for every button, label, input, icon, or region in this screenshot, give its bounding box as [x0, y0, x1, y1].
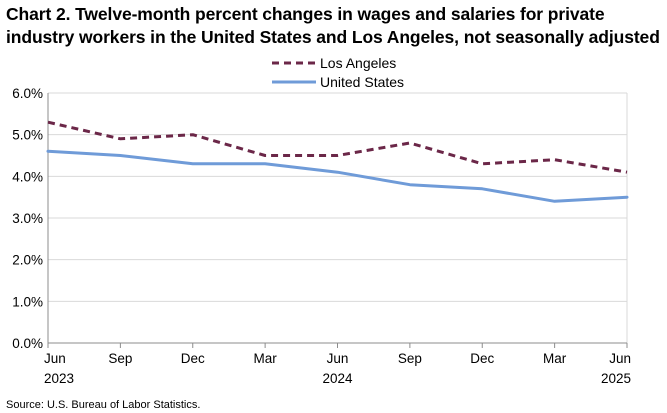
x-tick-label: Jun 2024 — [322, 351, 353, 386]
chart-title-line-1: Chart 2. Twelve-month percent changes in… — [6, 4, 605, 24]
x-tick-label: Dec — [470, 351, 494, 366]
y-tick-labels: 0.0% 1.0% 2.0% 3.0% 4.0% 5.0% 6.0% — [12, 86, 43, 351]
series-lines — [46, 120, 629, 203]
x-tick-label: Jun 2023 — [44, 351, 74, 386]
x-tick-label: Jun 2025 — [601, 351, 631, 386]
x-tick-label: Sep — [108, 351, 132, 366]
legend-label-united-states: United States — [320, 74, 404, 90]
y-tick-label: 3.0% — [12, 211, 43, 226]
y-tick-label: 2.0% — [12, 253, 43, 268]
series-line-united-states — [46, 149, 629, 203]
y-tick-label: 6.0% — [12, 86, 43, 101]
y-tick-label: 5.0% — [12, 128, 43, 143]
x-tick-label: Mar — [254, 351, 278, 366]
gridlines — [48, 92, 628, 343]
chart-title: Chart 2. Twelve-month percent changes in… — [6, 3, 666, 49]
y-tick-label: 4.0% — [12, 169, 43, 184]
x-tick-label: Mar — [543, 351, 567, 366]
x-tick-labels: Jun 2023 Sep Dec Mar Jun 2024 Sep Dec Mar Jun 2025 — [44, 351, 631, 386]
legend-label-los-angeles: Los Angeles — [320, 55, 396, 71]
x-tick-label: Sep — [398, 351, 422, 366]
chart-title-line-2: industry workers in the United States an… — [6, 27, 660, 47]
y-tick-label: 1.0% — [12, 294, 43, 309]
x-tick-label: Dec — [181, 351, 205, 366]
legend: Los Angeles United States — [272, 55, 404, 90]
y-tick-label: 0.0% — [12, 336, 43, 351]
axes — [47, 93, 628, 348]
series-line-los-angeles — [47, 120, 628, 174]
source-note: Source: U.S. Bureau of Labor Statistics. — [6, 399, 201, 411]
